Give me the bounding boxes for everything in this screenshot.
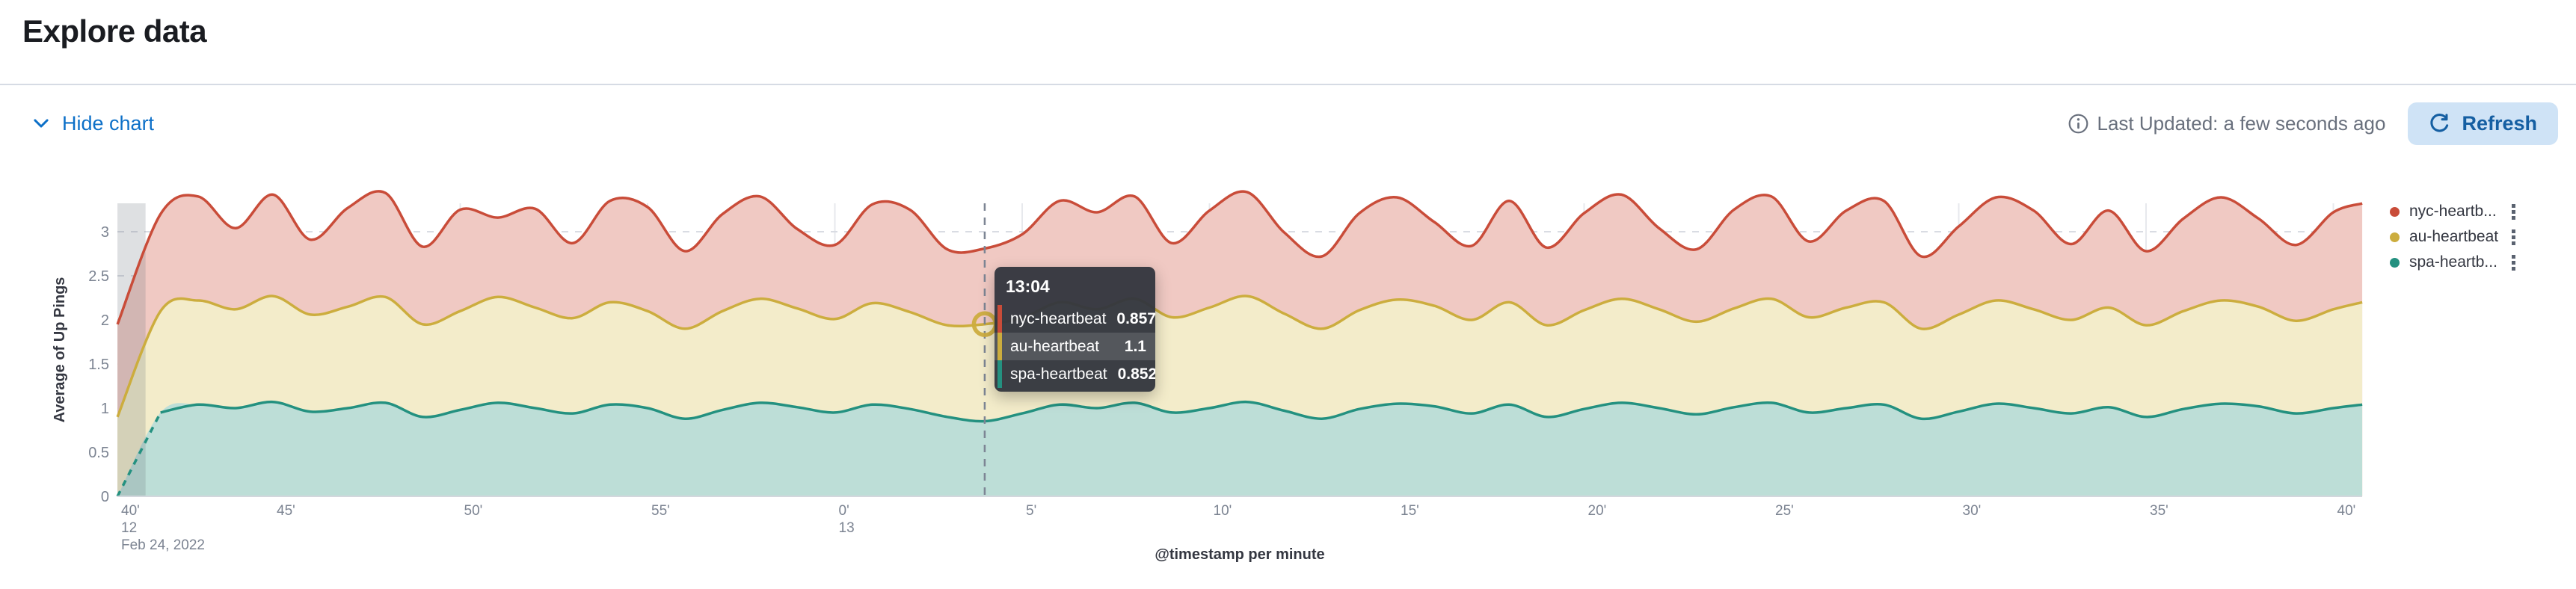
tooltip-row-nyc-heartbeat: nyc-heartbeat 0.857 (995, 305, 1155, 333)
x-axis-date-label: Feb 24, 2022 (121, 537, 205, 553)
hide-chart-label: Hide chart (62, 111, 155, 135)
tooltip-series-value: 1.1 (1124, 337, 1146, 355)
toolbar: Hide chart Last Updated: a few seconds a… (0, 85, 2576, 157)
chart-tooltip: 13:04 nyc-heartbeat 0.857 au-heartbeat 1.1 sp… (995, 267, 1155, 392)
hide-chart-button[interactable]: Hide chart (27, 111, 159, 136)
line-start-dashed-spa-heartbeat (116, 412, 162, 497)
legend-color-dot (2390, 257, 2400, 268)
tooltip-series-name: nyc-heartbeat (1010, 309, 1107, 327)
tooltip-series-value: 0.852 (1117, 365, 1155, 383)
line-nyc-heartbeat[interactable] (116, 190, 2363, 325)
x-tick-sub-label: 13 (839, 520, 855, 536)
refresh-label: Refresh (2462, 111, 2537, 135)
x-tick-label: 0' (839, 503, 849, 519)
x-axis-title: @timestamp per minute (1155, 546, 1324, 563)
last-updated-text: Last Updated: a few seconds ago (2097, 111, 2386, 135)
refresh-button[interactable]: Refresh (2408, 102, 2558, 145)
toolbar-right-group: Last Updated: a few seconds ago Refresh (2068, 102, 2558, 145)
legend-color-dot (2390, 232, 2400, 242)
y-tick-label: 0.5 (88, 445, 109, 461)
legend-item-au-heartbeat[interactable]: au-heartbeat (2390, 227, 2518, 247)
x-tick-label: 5' (1026, 503, 1036, 519)
tooltip-series-value: 0.857 (1116, 309, 1155, 327)
chart-area[interactable]: 40' 12 Feb 24, 2022 45' 50' 55' 0' 13 5' 10' 15' 20… (0, 172, 2576, 589)
legend-item-spa-heartbeat[interactable]: spa-heartb... (2390, 253, 2518, 272)
y-tick-label: 2.5 (88, 268, 109, 285)
info-icon (2068, 114, 2088, 134)
y-axis-title: Average of Up Pings (52, 277, 68, 423)
x-tick-label: 30' (1963, 503, 1982, 519)
legend-label[interactable]: nyc-heartb... (2409, 203, 2497, 220)
line-spa-heartbeat[interactable] (160, 400, 2363, 423)
y-tick-label: 0 (101, 489, 109, 505)
y-tick-label: 1 (101, 401, 109, 417)
legend-actions-icon[interactable] (2509, 253, 2518, 273)
x-tick-label: 45' (277, 503, 295, 519)
x-tick-label: 25' (1775, 503, 1794, 519)
page-header: Explore data (0, 0, 2576, 85)
line-au-heartbeat[interactable] (116, 294, 2363, 418)
tooltip-series-color-bar (997, 305, 1002, 333)
x-tick-label: 40' (121, 503, 140, 519)
legend-actions-icon[interactable] (2509, 202, 2518, 222)
legend-actions-icon[interactable] (2509, 227, 2518, 247)
x-tick-label: 20' (1588, 503, 1607, 519)
y-tick-label: 2 (101, 312, 109, 329)
x-tick-label: 50' (464, 503, 483, 519)
page-title: Explore data (22, 13, 207, 49)
chevron-down-icon (31, 114, 51, 133)
legend-color-dot (2390, 206, 2400, 217)
partial-bucket-band (117, 203, 146, 496)
y-tick-label: 3 (101, 224, 109, 241)
refresh-icon (2429, 113, 2450, 135)
legend-label[interactable]: au-heartbeat (2409, 228, 2499, 245)
x-tick-label: 10' (1214, 503, 1232, 519)
tooltip-row-au-heartbeat: au-heartbeat 1.1 (995, 333, 1155, 360)
x-tick-label: 35' (2150, 503, 2168, 519)
x-tick-label: 55' (651, 503, 670, 519)
x-tick-sub-label: 12 (121, 520, 137, 536)
tooltip-row-spa-heartbeat: spa-heartbeat 0.852 (995, 360, 1155, 388)
tooltip-series-color-bar (997, 360, 1002, 388)
y-tick-label: 1.5 (88, 357, 109, 373)
area-spa-heartbeat[interactable] (117, 401, 2363, 496)
tooltip-series-color-bar (997, 333, 1002, 360)
legend-label[interactable]: spa-heartb... (2409, 253, 2497, 271)
x-tick-label: 15' (1401, 503, 1419, 519)
tooltip-series-name: au-heartbeat (1010, 337, 1100, 355)
tooltip-time: 13:04 (1006, 277, 1050, 296)
last-updated: Last Updated: a few seconds ago (2068, 111, 2386, 135)
x-tick-label: 40' (2337, 503, 2356, 519)
legend-item-nyc-heartbeat[interactable]: nyc-heartb... (2390, 202, 2518, 221)
chart-legend: nyc-heartb... au-heartbeat spa-heartb... (2390, 202, 2518, 272)
tooltip-series-name: spa-heartbeat (1010, 365, 1107, 383)
